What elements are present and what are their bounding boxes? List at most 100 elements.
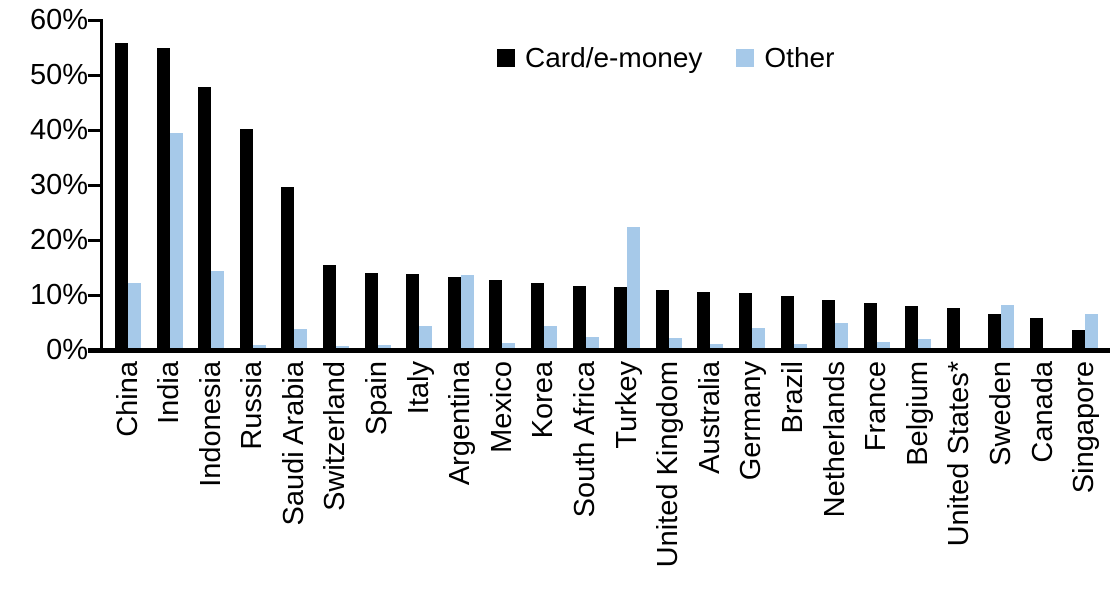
bar-other — [876, 342, 890, 351]
legend-swatch-other-icon — [736, 49, 755, 67]
bar-group — [239, 20, 266, 351]
bar-card-e-money — [281, 187, 295, 351]
x-axis-line — [88, 348, 1110, 353]
bar-other — [793, 344, 807, 351]
bar-group — [198, 20, 225, 351]
x-axis-label: United States* — [943, 361, 976, 547]
y-tick-label: 50% — [29, 59, 88, 91]
x-axis-label: United Kingdom — [652, 361, 685, 568]
x-label-cell: Singapore — [1068, 361, 1101, 594]
bar-card-e-money — [364, 273, 378, 351]
bar-group — [1030, 20, 1056, 351]
x-label-cell: Germany — [735, 361, 768, 594]
x-label-cell: Australia — [694, 361, 726, 594]
x-label-cell: Mexico — [485, 361, 518, 594]
legend-swatch-card-e-money-icon — [497, 49, 515, 67]
bar-card-e-money — [1071, 330, 1085, 351]
x-label-cell: Argentina — [444, 361, 477, 594]
bar-other — [294, 329, 308, 351]
bar-other — [502, 343, 516, 351]
bar-group — [780, 20, 807, 351]
x-label-cell: Switzerland — [319, 361, 351, 594]
bar-other — [128, 283, 141, 351]
x-axis-label: China — [111, 361, 144, 437]
bar-group — [322, 20, 349, 351]
bar-group — [115, 20, 141, 351]
bar-group — [489, 20, 516, 351]
bar-other — [751, 328, 765, 351]
bar-group — [655, 20, 682, 351]
x-axis-label: Argentina — [444, 361, 477, 486]
bar-group — [447, 20, 474, 351]
x-label-cell: Spain — [361, 361, 394, 594]
bar-other — [460, 275, 474, 351]
x-axis-label: Mexico — [485, 361, 518, 453]
x-label-cell: Saudi Arabia — [278, 361, 310, 594]
bar-other — [1001, 305, 1015, 351]
bar-card-e-money — [614, 287, 628, 351]
bar-card-e-money — [489, 280, 503, 351]
bar-other — [169, 133, 183, 351]
bar-other — [710, 344, 724, 351]
legend: Card/e-money Other — [497, 44, 834, 72]
x-axis-label: Germany — [735, 361, 768, 481]
bar-card-e-money — [572, 286, 586, 351]
x-label-cell: Indonesia — [194, 361, 227, 594]
x-axis-label: Brazil — [777, 361, 809, 434]
x-axis-label: India — [153, 361, 186, 424]
bar-group — [572, 20, 599, 351]
x-axis-label: Singapore — [1068, 361, 1101, 494]
x-axis-label: South Africa — [569, 361, 602, 518]
x-axis-label: Canada — [1026, 361, 1059, 463]
x-label-cell: Italy — [402, 361, 435, 594]
bar-card-e-money — [239, 129, 253, 351]
bar-other — [1084, 314, 1098, 351]
legend-label-card-e-money: Card/e-money — [525, 42, 703, 73]
bar-card-e-money — [863, 303, 877, 351]
bar-card-e-money — [406, 274, 420, 351]
x-label-cell: United States* — [943, 361, 976, 594]
bar-other — [419, 326, 433, 351]
x-axis-label: Sweden — [984, 361, 1017, 466]
bar-group — [946, 20, 973, 351]
x-label-cell: United Kingdom — [652, 361, 685, 594]
x-axis-label: Russia — [236, 361, 269, 450]
bar-group — [156, 20, 183, 351]
x-label-cell: Canada — [1026, 361, 1059, 594]
y-tick-label: 40% — [29, 114, 88, 146]
bar-other — [211, 271, 225, 351]
x-label-cell: Korea — [527, 361, 560, 594]
x-label-cell: Belgium — [902, 361, 934, 594]
x-label-cell: Netherlands — [819, 361, 851, 594]
bar-card-e-money — [988, 314, 1002, 351]
x-label-cell: Turkey — [610, 361, 643, 594]
bar-group — [822, 20, 849, 351]
bar-card-e-money — [780, 296, 794, 351]
plot-area — [103, 20, 1110, 351]
bar-group — [281, 20, 308, 351]
bar-other — [627, 227, 641, 351]
x-label-cell: France — [860, 361, 892, 594]
x-axis-label: Italy — [402, 361, 435, 415]
x-axis-label: Turkey — [610, 361, 643, 449]
bar-other — [543, 326, 557, 351]
x-label-cell: South Africa — [569, 361, 602, 594]
x-axis-label: Korea — [527, 361, 560, 439]
legend-label-other: Other — [764, 42, 835, 73]
x-axis-labels: China India Indonesia Russia Saudi Arabia Swi… — [103, 361, 1110, 594]
x-axis-label: Indonesia — [194, 361, 227, 487]
legend-item-other: Other — [736, 44, 834, 72]
bar-other — [668, 338, 682, 351]
x-label-cell: China — [111, 361, 144, 594]
y-tick-label: 30% — [29, 169, 88, 201]
y-tick-label: 20% — [29, 224, 88, 256]
bar-group — [530, 20, 557, 351]
y-tick — [88, 184, 103, 187]
legend-item-card-e-money: Card/e-money — [497, 44, 702, 72]
y-tick-label: 0% — [46, 334, 88, 366]
x-axis-label: Spain — [361, 361, 394, 436]
x-label-cell: Russia — [236, 361, 269, 594]
x-label-cell: Sweden — [984, 361, 1017, 594]
y-tick — [88, 294, 103, 297]
